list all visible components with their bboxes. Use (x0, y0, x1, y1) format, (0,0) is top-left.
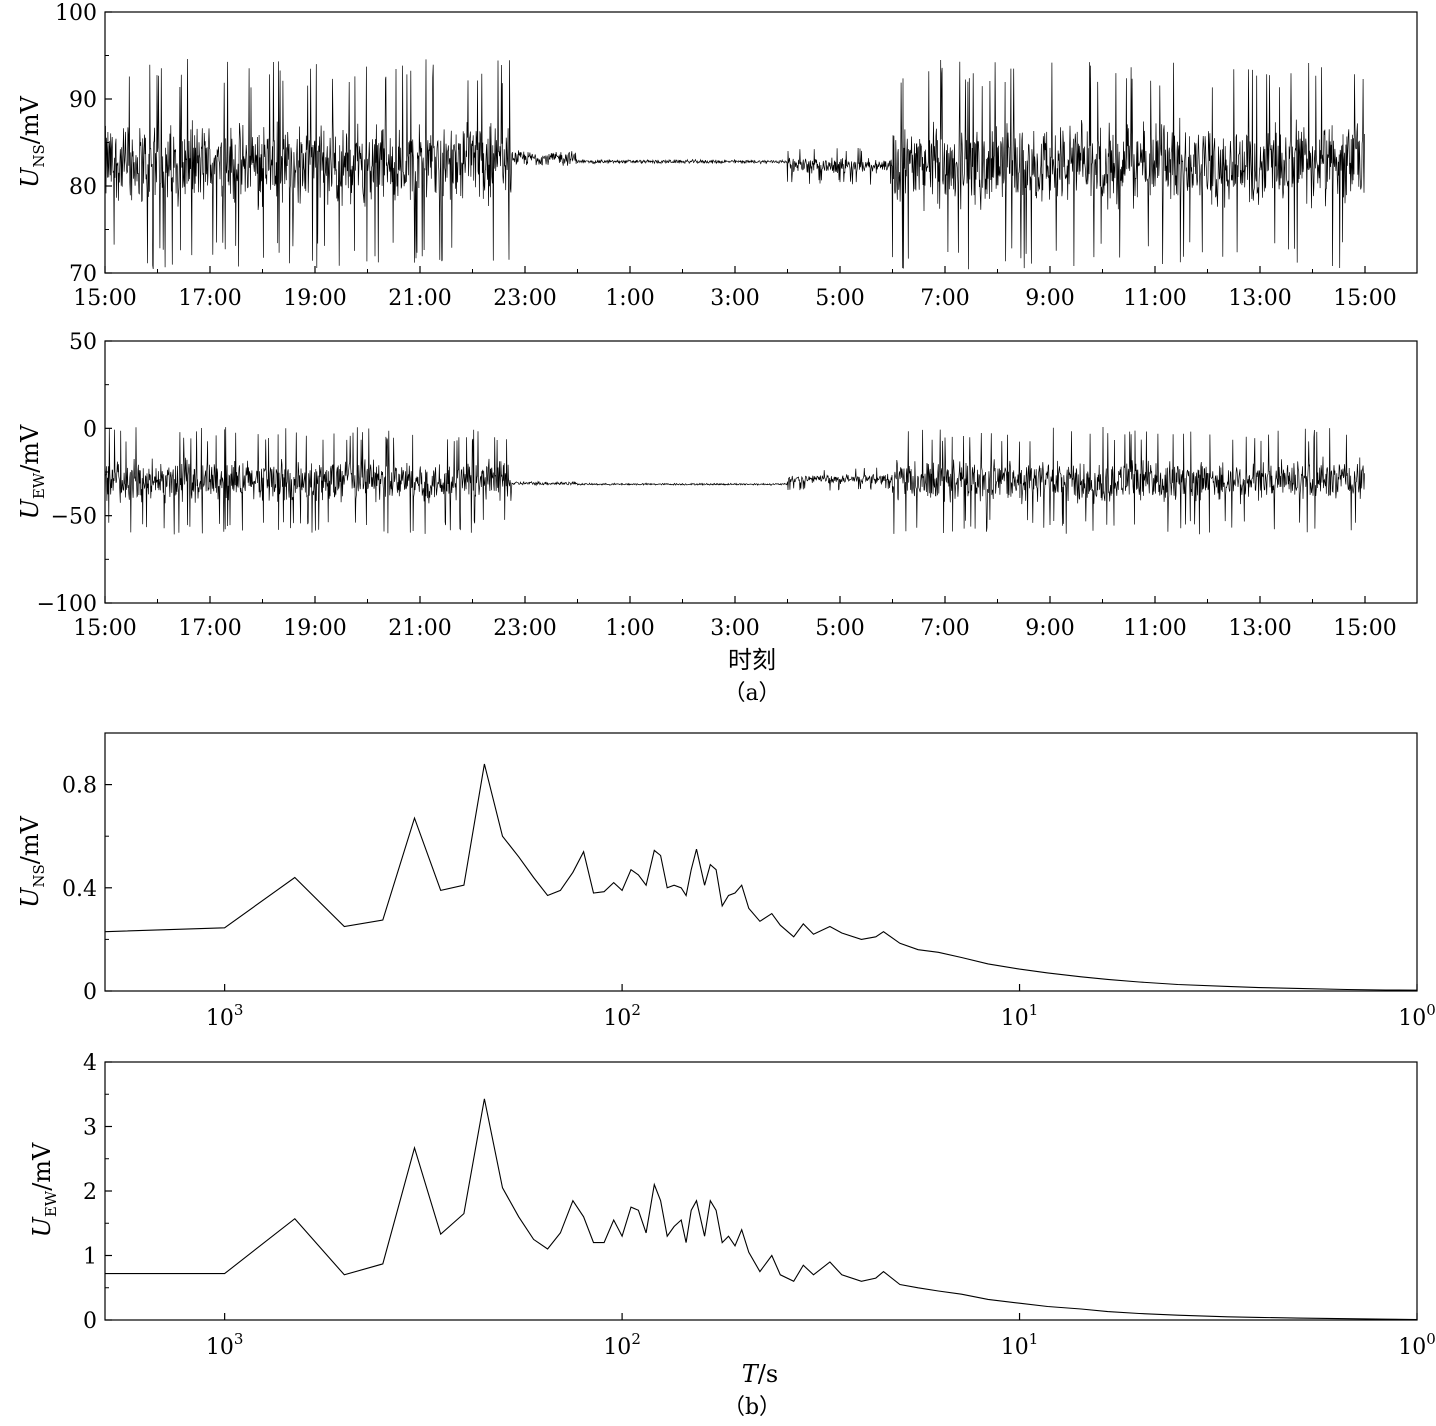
axis-ticks: 15:00 17:00 19:00 21:00 23:00 1:00 3:00 5:00 7:0… (55, 1, 1397, 311)
x-tick-label: 5:00 (815, 286, 864, 311)
x-tick-label: 101 (1001, 1001, 1039, 1031)
y-tick-label: 50 (69, 330, 97, 355)
x-tick-label: 7:00 (920, 616, 969, 641)
y-tick-label: 100 (55, 1, 97, 26)
x-tick-label: 3:00 (710, 286, 759, 311)
x-tick-label: 13:00 (1228, 616, 1291, 641)
x-tick-label: 3:00 (710, 616, 759, 641)
y-axis-label: UEW/mV (28, 1142, 60, 1237)
x-tick-label: 102 (603, 1330, 641, 1360)
x-tick-label: 101 (1001, 1330, 1039, 1360)
x-tick-label: 15:00 (73, 286, 136, 311)
x-tick-label: 19:00 (283, 286, 346, 311)
panel-b-top: 103 102 101 100 0 0.4 0.8 UNS/mV (16, 732, 1436, 1031)
y-tick-label: 1 (83, 1245, 97, 1270)
x-tick-label: 1:00 (605, 616, 654, 641)
x-tick-label: 100 (1398, 1330, 1436, 1360)
x-tick-label: 19:00 (283, 616, 346, 641)
x-tick-label: 5:00 (815, 616, 864, 641)
series-ew-spectrum (105, 1098, 1418, 1321)
plot-frame (104, 1061, 1418, 1321)
x-tick-label: 21:00 (388, 616, 451, 641)
data-line (105, 1098, 1418, 1321)
y-tick-label: −50 (51, 505, 97, 530)
axis-ticks: 103 102 101 100 0 1 2 3 4 (83, 1051, 1436, 1360)
x-tick-label: 17:00 (178, 616, 241, 641)
panel-a-bottom: 15:00 17:00 19:00 21:00 23:00 1:00 3:00 5:00 7:0… (16, 330, 1418, 674)
y-axis-label: UNS/mV (16, 815, 48, 907)
x-tick-label: 9:00 (1025, 286, 1074, 311)
data-line (104, 58, 1365, 270)
y-tick-label: 80 (69, 175, 97, 200)
y-tick-label: 90 (69, 88, 97, 113)
x-axis-label: 时刻 (728, 646, 776, 674)
plot-frame (104, 732, 1418, 992)
plot-frame (104, 340, 1418, 604)
panel-b-bottom: 103 102 101 100 0 1 2 3 4 UEW/mV T/s (28, 1051, 1436, 1388)
y-tick-label: 0.4 (62, 877, 97, 902)
x-axis-label: T/s (742, 1360, 778, 1388)
x-tick-label: 17:00 (178, 286, 241, 311)
y-tick-label: 0.8 (62, 774, 97, 799)
panel-a-top: 15:00 17:00 19:00 21:00 23:00 1:00 3:00 5:00 7:0… (16, 1, 1418, 311)
y-axis-label: UNS/mV (16, 95, 48, 187)
axis-ticks: 15:00 17:00 19:00 21:00 23:00 1:00 3:00 5:00 7:0… (37, 330, 1397, 641)
data-line (104, 426, 1365, 535)
y-tick-label: 2 (83, 1180, 97, 1205)
x-tick-label: 11:00 (1123, 616, 1186, 641)
series-ns-time (104, 58, 1365, 270)
x-tick-label: 15:00 (1333, 616, 1396, 641)
x-tick-label: 9:00 (1025, 616, 1074, 641)
series-ew-time (104, 426, 1365, 535)
y-tick-label: 0 (83, 1309, 97, 1334)
y-axis-label: UEW/mV (16, 424, 48, 519)
caption-b: （b） (723, 1395, 781, 1420)
x-tick-label: 7:00 (920, 286, 969, 311)
x-tick-label: 103 (206, 1330, 244, 1360)
data-line (104, 763, 1418, 991)
x-tick-label: 23:00 (493, 286, 556, 311)
x-tick-label: 23:00 (493, 616, 556, 641)
caption-a: （a） (723, 681, 780, 706)
x-tick-label: 102 (603, 1001, 641, 1031)
x-tick-label: 15:00 (73, 616, 136, 641)
y-tick-label: 70 (69, 262, 97, 287)
x-tick-label: 100 (1398, 1001, 1436, 1031)
axis-ticks: 103 102 101 100 0 0.4 0.8 (62, 774, 1436, 1031)
x-tick-label: 15:00 (1333, 286, 1396, 311)
y-tick-label: 0 (83, 980, 97, 1005)
y-tick-label: −100 (37, 592, 97, 617)
y-tick-label: 0 (83, 417, 97, 442)
x-tick-label: 103 (206, 1001, 244, 1031)
x-tick-label: 11:00 (1123, 286, 1186, 311)
x-tick-label: 13:00 (1228, 286, 1291, 311)
series-ns-spectrum (104, 763, 1418, 991)
x-tick-label: 1:00 (605, 286, 654, 311)
plot-frame (104, 11, 1418, 274)
x-tick-label: 21:00 (388, 286, 451, 311)
y-tick-label: 4 (83, 1051, 97, 1076)
y-tick-label: 3 (83, 1116, 97, 1141)
